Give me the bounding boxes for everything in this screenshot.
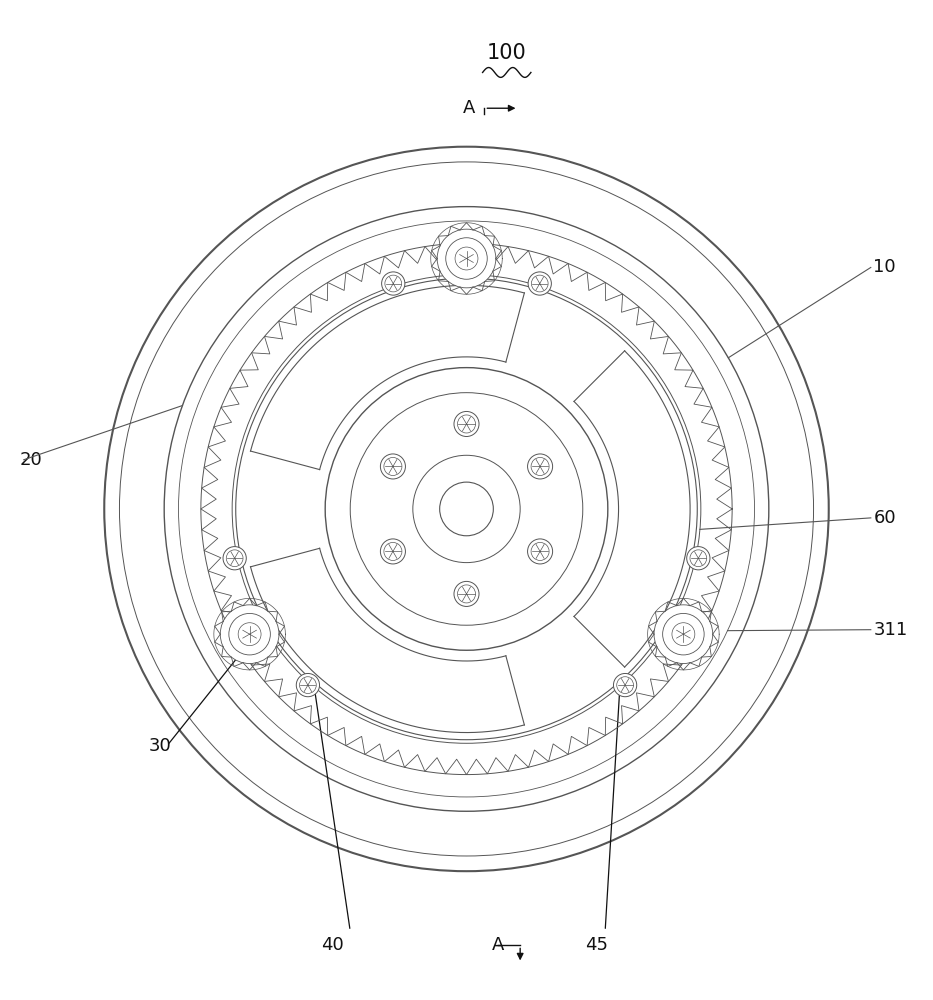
Circle shape — [531, 457, 550, 475]
Circle shape — [220, 605, 279, 664]
Text: 20: 20 — [20, 451, 42, 469]
Text: 30: 30 — [149, 737, 172, 755]
Circle shape — [350, 393, 583, 625]
Circle shape — [527, 454, 552, 479]
Circle shape — [455, 249, 478, 272]
Circle shape — [617, 677, 634, 693]
Circle shape — [297, 673, 319, 697]
Circle shape — [227, 550, 243, 567]
Circle shape — [454, 581, 479, 606]
Circle shape — [229, 613, 271, 655]
Circle shape — [690, 550, 706, 567]
Circle shape — [381, 454, 406, 479]
Circle shape — [532, 275, 548, 292]
Circle shape — [458, 252, 475, 269]
Circle shape — [382, 272, 405, 295]
Circle shape — [439, 482, 494, 536]
Circle shape — [299, 677, 316, 693]
Circle shape — [672, 623, 695, 646]
Circle shape — [381, 539, 406, 564]
Circle shape — [104, 147, 829, 871]
Circle shape — [531, 542, 550, 560]
Circle shape — [457, 415, 476, 433]
Circle shape — [223, 547, 246, 570]
Circle shape — [614, 673, 636, 697]
Circle shape — [385, 275, 401, 292]
Text: 10: 10 — [873, 258, 896, 276]
Circle shape — [383, 457, 402, 475]
Circle shape — [687, 547, 710, 570]
Circle shape — [455, 247, 478, 270]
Circle shape — [326, 368, 607, 650]
Circle shape — [528, 272, 551, 295]
Circle shape — [446, 238, 487, 279]
Circle shape — [236, 278, 697, 740]
Circle shape — [454, 411, 479, 436]
Circle shape — [238, 623, 261, 646]
Circle shape — [457, 585, 476, 603]
Text: 40: 40 — [321, 936, 343, 954]
Circle shape — [438, 229, 495, 288]
Text: 60: 60 — [873, 509, 896, 527]
Circle shape — [654, 605, 713, 664]
Circle shape — [178, 221, 755, 797]
Text: 311: 311 — [873, 621, 908, 639]
Circle shape — [232, 275, 701, 743]
Circle shape — [527, 539, 552, 564]
Text: 45: 45 — [585, 936, 607, 954]
Circle shape — [662, 613, 704, 655]
Circle shape — [412, 455, 521, 563]
Circle shape — [119, 162, 814, 856]
Circle shape — [383, 542, 402, 560]
Circle shape — [164, 207, 769, 811]
Text: A: A — [463, 99, 476, 117]
Text: 100: 100 — [487, 43, 526, 63]
Text: A: A — [492, 936, 504, 954]
